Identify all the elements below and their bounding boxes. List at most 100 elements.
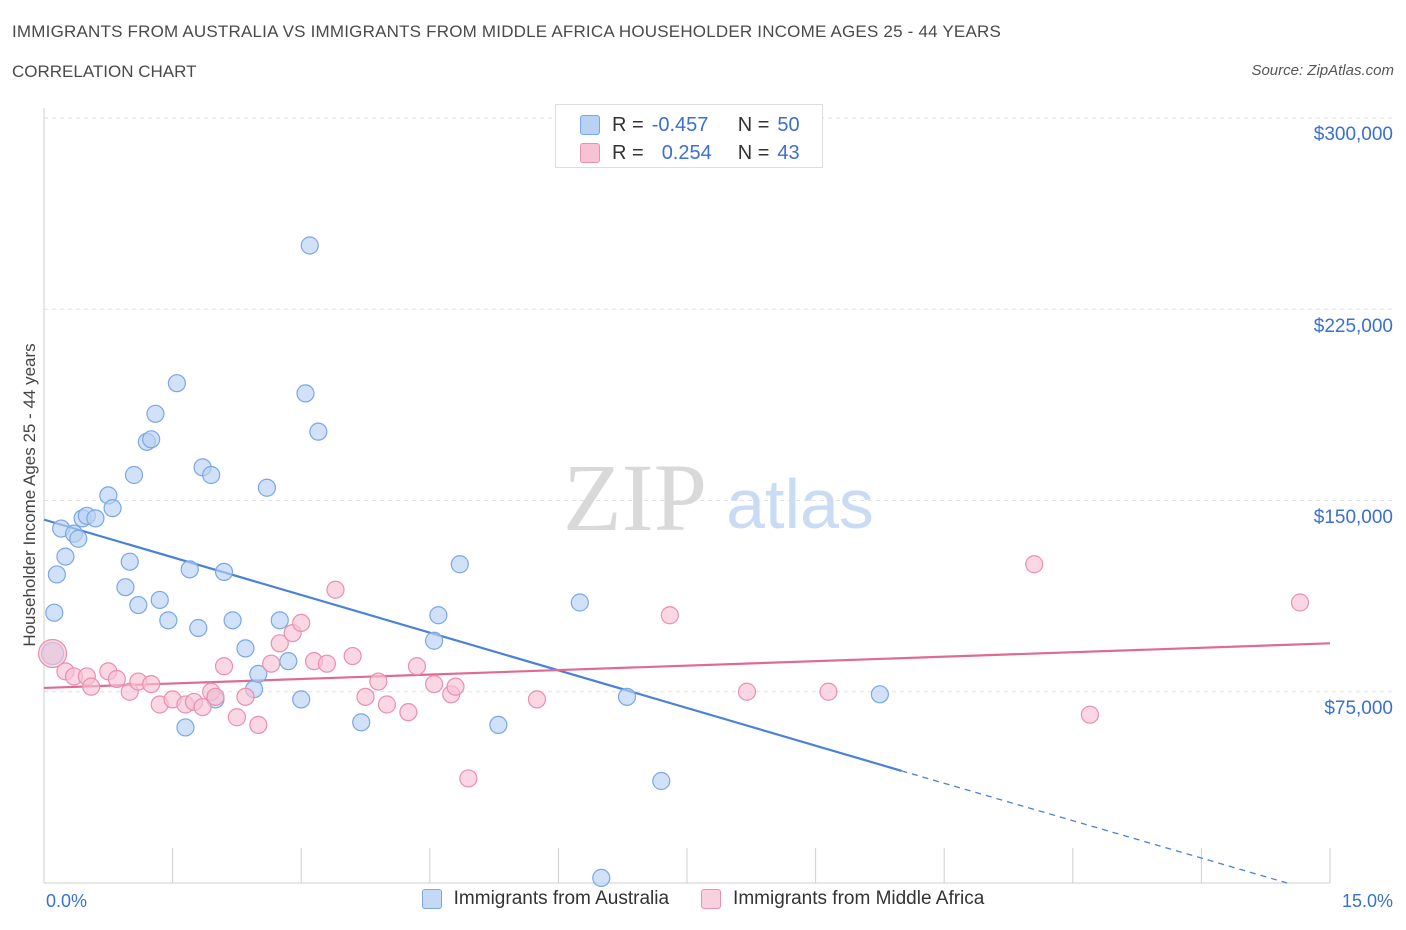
n-value: 50 bbox=[777, 113, 800, 136]
x-tick-label-max: 15.0% bbox=[1341, 891, 1393, 911]
watermark: ZIP atlas bbox=[563, 444, 874, 551]
middle-africa-point bbox=[819, 682, 838, 701]
middle-africa-point bbox=[527, 690, 547, 709]
australia-point bbox=[189, 618, 208, 638]
middle-africa-point bbox=[193, 697, 212, 717]
axes bbox=[43, 108, 1331, 884]
watermark-zip: ZIP bbox=[563, 444, 707, 551]
middle-africa-point bbox=[206, 687, 225, 706]
source-label: Source: ZipAtlas.com bbox=[1251, 62, 1394, 79]
australia-point bbox=[257, 478, 277, 497]
x-tick-label-min: 0.0% bbox=[46, 891, 88, 911]
australia-point bbox=[309, 422, 328, 441]
legend-label-australia: Immigrants from Australia bbox=[453, 888, 670, 909]
middle-africa-point bbox=[737, 682, 757, 701]
australia-point bbox=[180, 560, 199, 579]
middle-africa-legend-swatch bbox=[701, 889, 722, 909]
australia-legend-swatch bbox=[421, 889, 442, 909]
middle-africa-point bbox=[292, 613, 311, 633]
middle-africa-point bbox=[446, 677, 465, 696]
australia-point bbox=[120, 552, 139, 571]
middle-africa-point bbox=[399, 703, 418, 722]
australia-point bbox=[146, 404, 165, 423]
australia-point bbox=[167, 374, 186, 393]
australia-point bbox=[652, 771, 671, 791]
australia-point bbox=[300, 236, 319, 255]
legend-label-middle-africa: Immigrants from Middle Africa bbox=[733, 888, 985, 909]
australia-point bbox=[489, 715, 508, 735]
middle-africa-point bbox=[236, 687, 255, 706]
trend-lines bbox=[43, 518, 1331, 884]
n-value: 43 bbox=[777, 141, 800, 164]
middle-africa-point bbox=[227, 708, 246, 727]
australia-trend-extension bbox=[901, 770, 1288, 884]
australia-point bbox=[570, 593, 589, 612]
chart-subtitle: CORRELATION CHART bbox=[12, 62, 197, 81]
watermark-atlas: atlas bbox=[726, 465, 874, 543]
middle-africa-point bbox=[1080, 705, 1100, 724]
middle-africa-point bbox=[270, 634, 289, 653]
middle-africa-point bbox=[660, 606, 679, 625]
stats-legend-row-australia: R = -0.457 N = 50 bbox=[580, 112, 800, 138]
australia-point bbox=[86, 509, 105, 528]
legend-item-australia[interactable]: Immigrants from Australia bbox=[421, 888, 670, 910]
middle-africa-point bbox=[369, 672, 388, 691]
australia-point bbox=[150, 590, 169, 610]
australia-point bbox=[45, 603, 64, 622]
australia-point bbox=[116, 578, 135, 597]
series-legend: Immigrants from Australia Immigrants fro… bbox=[0, 888, 1406, 910]
y-axis-label: Householder Income Ages 25 - 44 years bbox=[20, 343, 39, 647]
australia-point bbox=[870, 685, 890, 704]
australia-point bbox=[450, 555, 469, 574]
legend-item-middle-africa[interactable]: Immigrants from Middle Africa bbox=[701, 888, 984, 910]
australia-point bbox=[236, 639, 255, 658]
australia-point bbox=[617, 687, 637, 706]
australia-swatch bbox=[580, 115, 600, 135]
australia-point bbox=[592, 868, 611, 888]
middle-africa-point bbox=[407, 657, 427, 676]
stats-legend: R = -0.457 N = 50 R = 0.254 N = 43 bbox=[555, 104, 823, 168]
australia-point bbox=[249, 664, 268, 684]
australia-point bbox=[352, 713, 371, 732]
middle-africa-point bbox=[343, 646, 362, 666]
middle-africa-point bbox=[1025, 555, 1044, 574]
australia-point bbox=[176, 718, 195, 737]
middle-africa-point bbox=[317, 654, 337, 673]
middle-africa-point bbox=[356, 687, 375, 706]
australia-point bbox=[124, 465, 144, 485]
y-tick-labels: $300,000 $225,000 $150,000 $75,000 bbox=[1314, 124, 1393, 719]
r-label: R = bbox=[612, 141, 644, 164]
data-points bbox=[37, 236, 1310, 888]
australia-point bbox=[214, 562, 234, 582]
middle-africa-point bbox=[459, 769, 478, 788]
middle-africa-swatch bbox=[580, 143, 600, 163]
n-label: N = bbox=[737, 141, 770, 164]
middle-africa-point bbox=[214, 657, 234, 676]
australia-point bbox=[159, 611, 178, 630]
y-tick-label: $300,000 bbox=[1314, 124, 1393, 145]
middle-africa-point bbox=[326, 580, 345, 599]
middle-africa-point bbox=[262, 654, 281, 673]
australia-point bbox=[47, 565, 66, 584]
middle-africa-point bbox=[249, 715, 268, 735]
australia-trend-line bbox=[43, 518, 902, 772]
australia-point bbox=[202, 465, 221, 485]
australia-point bbox=[429, 606, 448, 625]
australia-point bbox=[270, 611, 289, 630]
middle-africa-point bbox=[82, 677, 101, 696]
middle-africa-point bbox=[1290, 593, 1310, 612]
middle-africa-point bbox=[377, 695, 397, 714]
australia-point bbox=[56, 547, 75, 566]
australia-point bbox=[279, 652, 298, 671]
y-tick-label: $75,000 bbox=[1324, 698, 1393, 719]
stats-legend-row-middle-africa: R = 0.254 N = 43 bbox=[580, 140, 800, 166]
australia-point bbox=[69, 529, 88, 548]
middle-africa-point bbox=[142, 674, 161, 694]
y-tick-label: $150,000 bbox=[1314, 507, 1393, 528]
n-label: N = bbox=[737, 113, 770, 136]
australia-point bbox=[129, 595, 148, 615]
australia-point bbox=[103, 499, 122, 518]
australia-point bbox=[292, 690, 311, 709]
r-label: R = bbox=[612, 113, 644, 136]
